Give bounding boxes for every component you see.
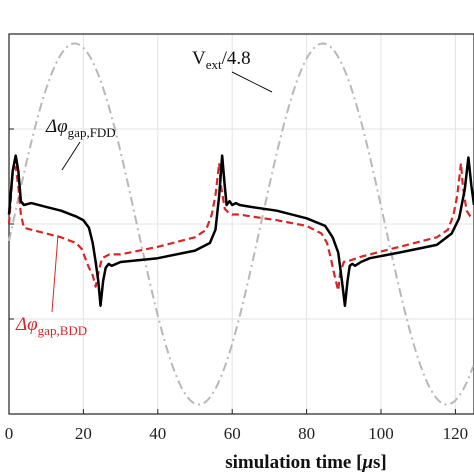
x-tick-label-4: 80 bbox=[298, 424, 315, 443]
annotation-bdd: Δφgap,BDD bbox=[15, 234, 87, 338]
series-line-vext bbox=[8, 42, 474, 406]
series-layer bbox=[7, 42, 474, 406]
x-axis-ticks: 0 20 40 60 80 100 120 bbox=[5, 128, 469, 443]
vext-label: Vext/4.8 bbox=[192, 48, 251, 72]
x-tick-label-1: 20 bbox=[75, 424, 92, 443]
x-tick-label-0: 0 bbox=[5, 424, 14, 443]
fdd-label: Δφgap,FDD bbox=[45, 116, 116, 140]
x-axis-title: simulation time [μs] bbox=[225, 452, 387, 473]
series-line-fdd bbox=[7, 154, 474, 307]
vext-leader-line bbox=[231, 71, 273, 93]
x-tick-label-2: 40 bbox=[149, 424, 166, 443]
fdd-leader-line bbox=[61, 141, 81, 171]
bdd-label: Δφgap,BDD bbox=[15, 314, 87, 338]
annotation-vext: Vext/4.8 bbox=[192, 48, 273, 93]
x-tick-label-6: 120 bbox=[443, 424, 469, 443]
x-tick-label-3: 60 bbox=[224, 424, 241, 443]
bdd-leader-line bbox=[51, 234, 59, 313]
grid-lines bbox=[8, 34, 474, 414]
annotation-fdd: Δφgap,FDD bbox=[45, 116, 116, 171]
series-line-bdd bbox=[7, 162, 474, 292]
x-tick-label-5: 100 bbox=[368, 424, 394, 443]
